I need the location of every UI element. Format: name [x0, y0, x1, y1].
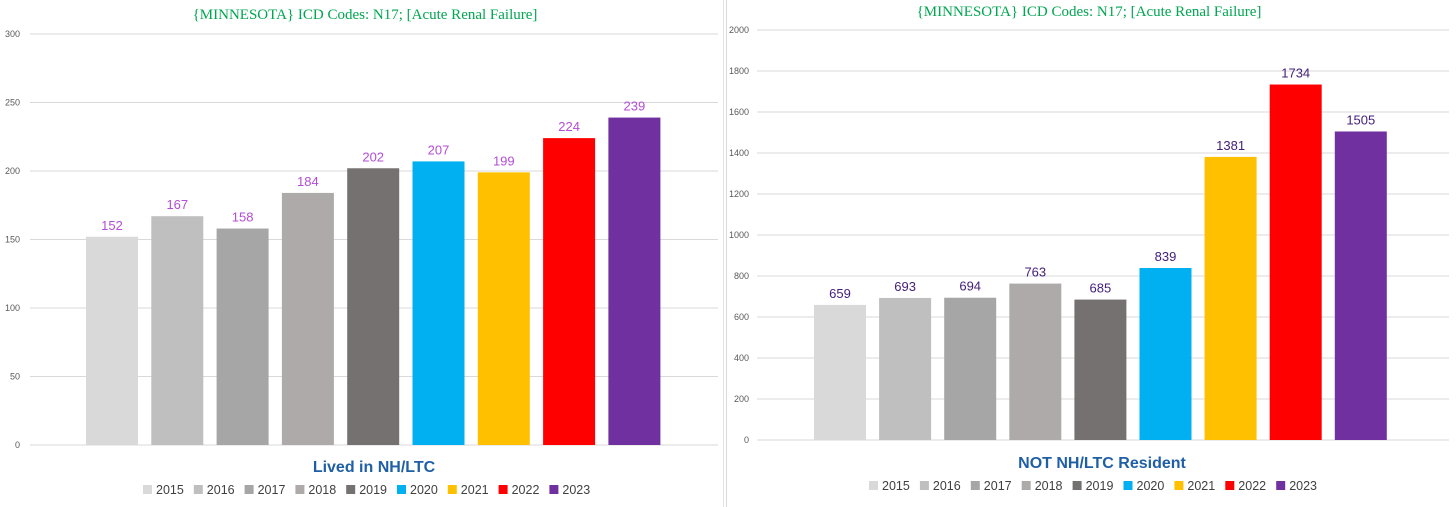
legend-swatch-2019 [346, 485, 356, 494]
bar-2018 [281, 192, 334, 445]
legend-label-2016: 2016 [933, 479, 961, 493]
bar-2020 [1139, 268, 1192, 440]
legend-swatch-2021 [447, 485, 457, 494]
bar-2016 [879, 297, 932, 440]
data-label-2021: 199 [493, 153, 515, 168]
y-tick-label: 1800 [729, 66, 749, 76]
legend-label-2021: 2021 [1187, 479, 1215, 493]
bar-2019 [347, 168, 400, 445]
legend-label-2020: 2020 [1137, 479, 1165, 493]
legend-swatch-2018 [1021, 481, 1031, 490]
chart-title: {MINNESOTA} ICD Codes: N17; [Acute Renal… [193, 7, 538, 23]
data-label-2020: 839 [1155, 249, 1177, 264]
legend-swatch-2015 [143, 485, 152, 494]
bar-chart-nh-ltc: {MINNESOTA} ICD Codes: N17; [Acute Renal… [5, 7, 718, 497]
bar-2018 [1009, 283, 1062, 440]
legend-swatch-2021 [1174, 481, 1184, 490]
bar-2019 [1074, 299, 1127, 440]
data-label-2018: 184 [297, 174, 319, 189]
chart-panel-nh-ltc: {MINNESOTA} ICD Codes: N17; [Acute Renal… [0, 0, 724, 507]
legend-label-2015: 2015 [156, 483, 184, 497]
y-tick-label: 150 [5, 235, 20, 245]
legend-swatch-2023 [1276, 481, 1286, 490]
legend-swatch-2015 [869, 481, 878, 490]
bar-chart-not-nh-ltc: {MINNESOTA} ICD Codes: N17; [Acute Renal… [729, 4, 1449, 493]
legend-label-2017: 2017 [984, 479, 1012, 493]
y-tick-label: 600 [734, 312, 749, 322]
data-label-2017: 158 [232, 210, 254, 225]
legend-label-2023: 2023 [562, 483, 590, 497]
legend-label-2016: 2016 [207, 483, 235, 497]
legend-swatch-2016 [193, 485, 203, 494]
bar-2021 [1204, 156, 1257, 440]
bar-2022 [1269, 84, 1322, 440]
legend-swatch-2017 [970, 481, 980, 490]
data-label-2021: 1381 [1216, 138, 1245, 153]
data-label-2019: 685 [1090, 281, 1112, 296]
legend-label-2017: 2017 [258, 483, 286, 497]
bar-2016 [151, 216, 204, 445]
data-label-2019: 202 [362, 149, 384, 164]
data-label-2017: 694 [959, 279, 981, 294]
y-tick-label: 50 [10, 372, 20, 382]
legend-swatch-2019 [1072, 481, 1082, 490]
bar-2020 [412, 161, 465, 445]
data-label-2018: 763 [1024, 265, 1046, 280]
y-tick-label: 1200 [729, 189, 749, 199]
bar-2023 [1334, 131, 1387, 440]
bar-2023 [608, 117, 661, 445]
legend-swatch-2020 [397, 485, 406, 494]
legend-swatch-2023 [549, 485, 559, 494]
legend-label-2020: 2020 [410, 483, 438, 497]
y-tick-label: 200 [5, 166, 20, 176]
legend-swatch-2020 [1123, 481, 1133, 490]
chart-title: {MINNESOTA} ICD Codes: N17; [Acute Renal… [917, 4, 1262, 20]
bar-2015 [814, 304, 866, 440]
bar-2022 [543, 138, 596, 445]
legend-label-2019: 2019 [359, 483, 387, 497]
legend-label-2022: 2022 [512, 483, 540, 497]
data-label-2016: 693 [894, 279, 916, 294]
chart-panel-not-nh-ltc: {MINNESOTA} ICD Codes: N17; [Acute Renal… [726, 0, 1456, 507]
data-label-2015: 152 [101, 218, 123, 233]
y-tick-label: 100 [5, 303, 20, 313]
bar-2015 [86, 236, 138, 445]
y-tick-label: 2000 [729, 25, 749, 35]
legend-swatch-2022 [1225, 481, 1235, 490]
y-tick-label: 0 [15, 440, 20, 450]
y-tick-label: 0 [744, 435, 749, 445]
legend-label-2021: 2021 [461, 483, 489, 497]
data-label-2015: 659 [829, 286, 851, 301]
data-label-2022: 224 [558, 119, 580, 134]
legend-label-2019: 2019 [1086, 479, 1114, 493]
data-label-2022: 1734 [1281, 66, 1310, 81]
legend-swatch-2016 [919, 481, 929, 490]
y-tick-label: 250 [5, 98, 20, 108]
legend-label-2018: 2018 [1035, 479, 1063, 493]
legend-label-2023: 2023 [1289, 479, 1317, 493]
legend-swatch-2022 [498, 485, 508, 494]
bar-2017 [216, 228, 269, 445]
y-tick-label: 400 [734, 353, 749, 363]
data-label-2016: 167 [166, 197, 188, 212]
bar-2017 [944, 297, 997, 440]
chart-caption: NOT NH/LTC Resident [1018, 455, 1186, 472]
y-tick-label: 1600 [729, 107, 749, 117]
data-label-2023: 1505 [1346, 112, 1375, 127]
legend-label-2022: 2022 [1238, 479, 1266, 493]
legend-label-2018: 2018 [308, 483, 336, 497]
y-tick-label: 1400 [729, 148, 749, 158]
y-tick-label: 800 [734, 271, 749, 281]
legend-swatch-2018 [295, 485, 305, 494]
chart-caption: Lived in NH/LTC [313, 459, 436, 476]
bar-2021 [477, 172, 530, 445]
data-label-2020: 207 [428, 142, 450, 157]
y-tick-label: 300 [5, 29, 20, 39]
legend-swatch-2017 [244, 485, 254, 494]
data-label-2023: 239 [624, 99, 646, 114]
y-tick-label: 200 [734, 394, 749, 404]
legend-label-2015: 2015 [882, 479, 910, 493]
y-tick-label: 1000 [729, 230, 749, 240]
